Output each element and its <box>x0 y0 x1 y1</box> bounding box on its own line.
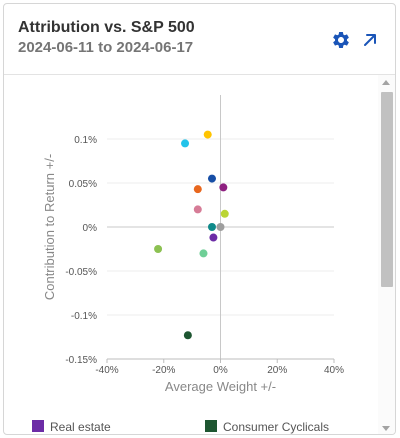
x-tick-label: 40% <box>324 365 344 376</box>
scroll-down-arrow-icon[interactable] <box>382 426 390 431</box>
x-tick-label: -40% <box>95 365 118 376</box>
widget-title: Attribution vs. S&P 500 <box>18 19 195 36</box>
legend-label: Consumer Cyclicals <box>223 420 329 434</box>
data-point[interactable] <box>220 209 229 218</box>
legend-swatch <box>32 420 44 432</box>
x-tick-label: -20% <box>152 365 175 376</box>
x-tick-label: 20% <box>267 365 287 376</box>
scrollbar-thumb[interactable] <box>381 92 393 287</box>
data-point[interactable] <box>183 331 192 340</box>
scatter-chart: 0.1% 0.05% 0% -0.05% -0.1% -0.15%-40% -20% 0% 20… <box>32 95 344 434</box>
y-tick-label: 0.1% <box>74 135 97 146</box>
data-point[interactable] <box>193 205 202 214</box>
chart-area: 0.1% 0.05% 0% -0.05% -0.1% -0.15% -40% -20% 0% 20… <box>4 75 378 434</box>
data-point[interactable] <box>209 233 218 242</box>
data-point[interactable] <box>199 249 208 258</box>
legend-swatch <box>205 420 217 432</box>
data-point[interactable] <box>154 245 163 253</box>
widget-header: Attribution vs. S&P 500 2024-06-11 to 20… <box>4 4 395 75</box>
y-tick-label: -0.15% <box>65 355 97 366</box>
scrollbar[interactable] <box>378 75 395 434</box>
x-tick-label: 0% <box>213 365 228 376</box>
data-point[interactable] <box>216 223 225 231</box>
y-tick-label: 0% <box>83 223 98 234</box>
data-point[interactable] <box>219 183 228 192</box>
data-point[interactable] <box>193 185 202 194</box>
date-range: 2024-06-11 to 2024-06-17 <box>18 39 194 56</box>
scroll-up-arrow-icon[interactable] <box>382 80 390 85</box>
x-axis-title: Average Weight +/- <box>165 379 276 394</box>
data-point[interactable] <box>203 130 212 139</box>
y-tick-label: -0.1% <box>71 311 97 322</box>
data-point[interactable] <box>207 223 216 231</box>
arrow-up-right-icon[interactable] <box>360 30 380 50</box>
attribution-widget: Attribution vs. S&P 500 2024-06-11 to 20… <box>3 3 396 435</box>
y-tick-label: -0.05% <box>65 267 97 278</box>
legend-label: Real estate <box>50 420 111 434</box>
gear-icon[interactable] <box>331 30 351 50</box>
data-point[interactable] <box>181 139 190 148</box>
y-tick-label: 0.05% <box>69 179 97 190</box>
data-point[interactable] <box>207 174 216 183</box>
y-axis-title: Contribution to Return +/- <box>42 154 57 300</box>
